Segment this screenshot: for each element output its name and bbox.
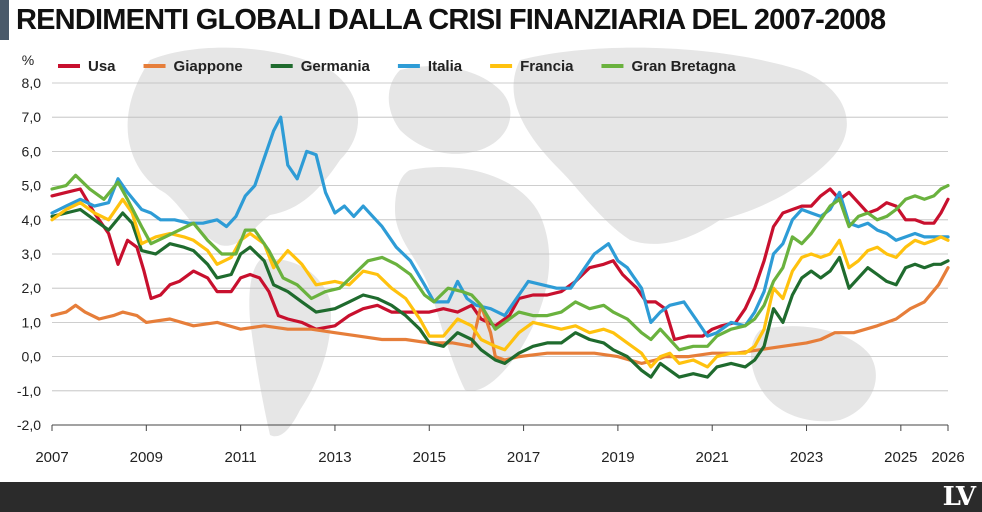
legend-label: Germania — [301, 58, 371, 75]
y-axis-tick-labels: -2,0 -1,0 0,0 1,0 2,0 3,0 4,0 5,0 6,0 7,0 8,0 — [17, 75, 41, 433]
footer-bar: LV — [0, 482, 982, 512]
series-line-gran-bretagna — [50, 173, 950, 352]
legend-label: Francia — [520, 58, 574, 75]
y-tick-label: 3,0 — [22, 246, 42, 262]
legend-label: Italia — [428, 58, 463, 75]
series-line-francia — [50, 197, 950, 369]
x-tick-label: 2025 — [884, 449, 917, 466]
x-tick-label: 2021 — [696, 449, 729, 466]
y-tick-label: 8,0 — [22, 75, 42, 91]
publisher-logo: LV — [942, 482, 976, 512]
x-tick-label: 2007 — [35, 449, 68, 466]
series-line-usa — [50, 187, 950, 342]
y-tick-label: 7,0 — [22, 109, 42, 125]
world-map-background — [127, 47, 876, 437]
y-tick-label: 0,0 — [22, 349, 42, 365]
y-axis-unit-label: % — [22, 52, 34, 68]
series-lines — [50, 115, 950, 379]
x-tick-label: 2019 — [601, 449, 634, 466]
x-tick-label: 2009 — [130, 449, 163, 466]
y-tick-label: 2,0 — [22, 280, 42, 296]
x-tick-label: 2023 — [790, 449, 823, 466]
x-tick-label: 2015 — [413, 449, 446, 466]
x-tick-label: 2026 — [931, 449, 964, 466]
legend-label: Giappone — [174, 58, 243, 75]
y-tick-label: 5,0 — [22, 178, 42, 194]
y-tick-label: 6,0 — [22, 143, 42, 159]
series-line-germania — [50, 207, 950, 379]
legend-label: Gran Bretagna — [631, 58, 736, 75]
legend: Usa Giappone Germania Italia Francia Gran Bre… — [58, 58, 736, 75]
x-tick-label: 2017 — [507, 449, 540, 466]
x-tick-label: 2011 — [224, 449, 256, 466]
line-chart: -2,0 -1,0 0,0 1,0 2,0 3,0 4,0 5,0 6,0 7,0 8,0 2007… — [17, 47, 965, 466]
chart-title: RENDIMENTI GLOBALI DALLA CRISI FINANZIAR… — [16, 4, 886, 36]
y-tick-label: -2,0 — [17, 417, 41, 433]
y-tick-label: 4,0 — [22, 212, 42, 228]
title-accent-bar — [0, 0, 9, 40]
x-axis-tick-labels: 2007 2009 2011 2013 2015 2017 2019 2021 2023 2025… — [35, 424, 965, 466]
y-tick-label: 1,0 — [22, 314, 42, 330]
legend-label: Usa — [88, 58, 116, 75]
y-tick-label: -1,0 — [17, 383, 41, 399]
x-tick-label: 2013 — [318, 449, 351, 466]
